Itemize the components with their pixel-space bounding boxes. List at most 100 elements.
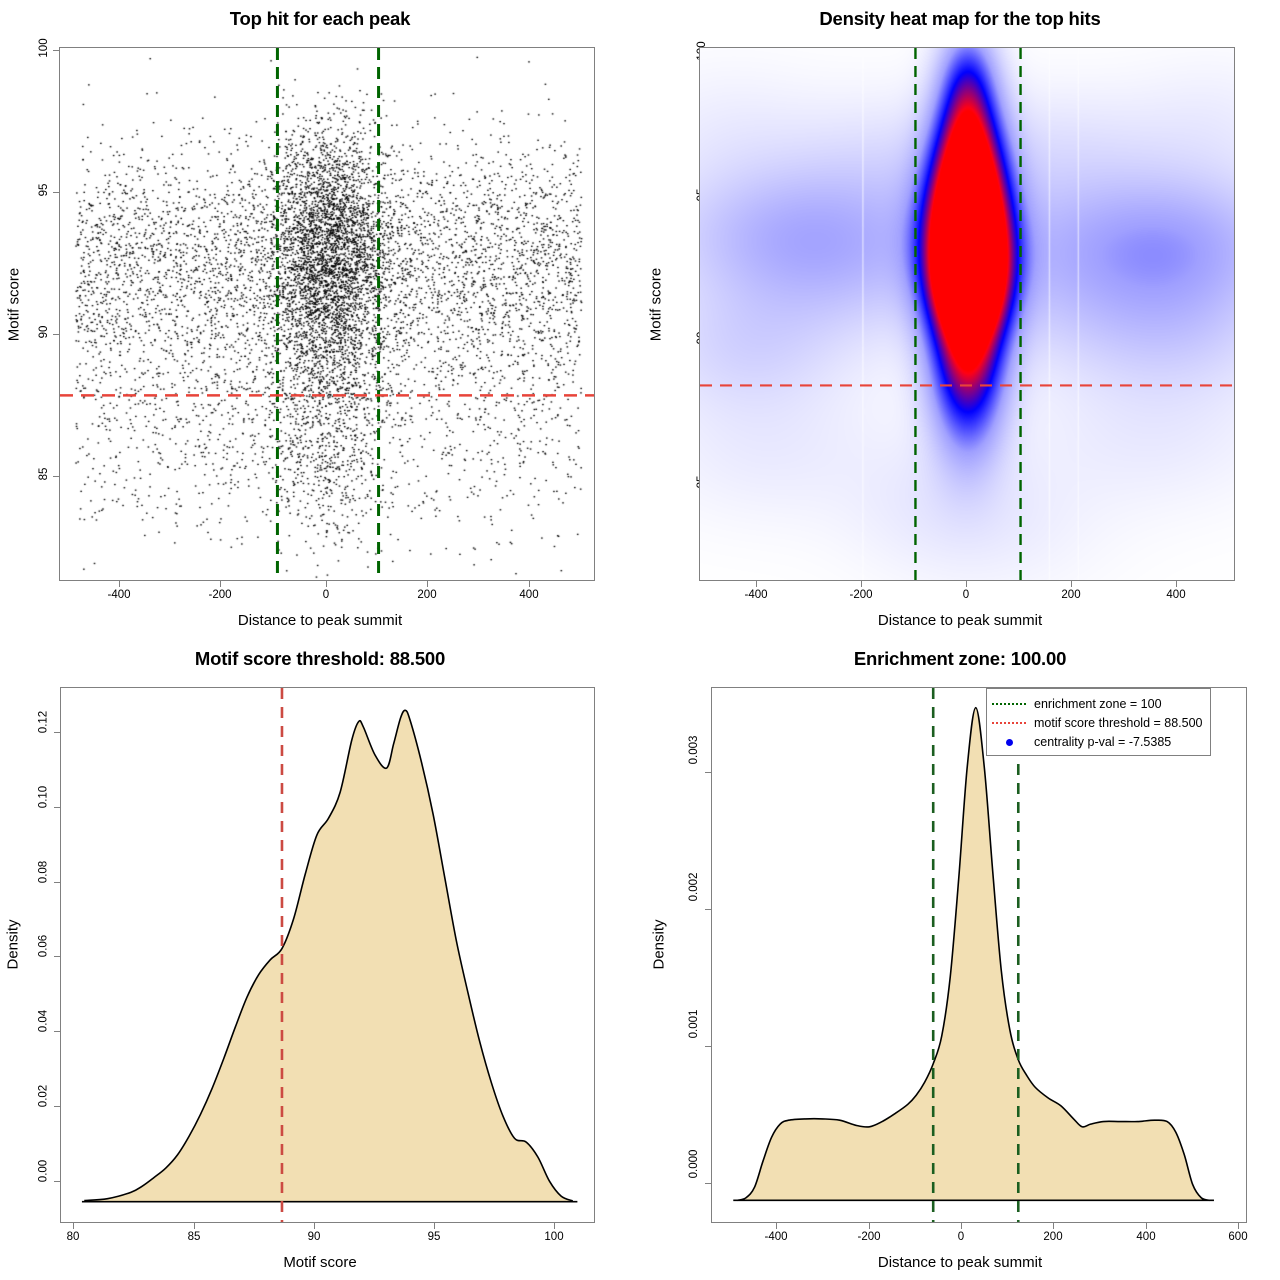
panel-title-top-left: Top hit for each peak [229, 8, 411, 29]
density-fill-area [737, 707, 1210, 1201]
x-tickmark-600-bottom-right [1238, 1223, 1239, 1229]
x-tickmark-90-bottom-left [314, 1223, 315, 1229]
x-tickmark-neg200-top-left [220, 581, 221, 587]
panel-motif-score-density: Motif score threshold: 88.500 Density Mo… [0, 640, 640, 1280]
x-tick-200-top-right: 200 [1061, 589, 1081, 601]
legend-item-centrality-pval: centrality p-val = -7.5385 [992, 732, 1203, 751]
x-tickmark-400-bottom-right [1146, 1223, 1147, 1229]
x-tick-neg200-bottom-right: -200 [857, 1231, 881, 1243]
x-tick-neg400-top-left: -400 [107, 589, 131, 601]
x-tickmark-0-top-left [326, 581, 327, 587]
legend-bottom-right: enrichment zone = 100 motif score thresh… [986, 688, 1211, 756]
x-tick-neg200-top-right: -200 [849, 589, 873, 601]
y-tick-012-bottom-left: 0.12 [37, 710, 49, 734]
scatter-points-layer [60, 48, 594, 580]
y-tick-006-bottom-left: 0.06 [37, 934, 49, 958]
plot-area-bottom-left [60, 687, 595, 1223]
x-tickmark-0-top-right [966, 581, 967, 587]
y-tickmark-012-bottom-left [54, 732, 60, 733]
x-tickmark-400-top-right [1176, 581, 1177, 587]
reference-lines-top-left [60, 48, 594, 580]
y-tickmark-006-bottom-left [54, 956, 60, 957]
y-axis-label-top-right: Motif score [647, 267, 665, 342]
reference-lines-top-right [700, 48, 1234, 580]
y-tick-0003-bottom-right: 0.003 [688, 735, 700, 765]
legend-label-motif-threshold: motif score threshold = 88.500 [1034, 715, 1203, 730]
x-tickmark-neg400-top-right [756, 581, 757, 587]
x-tick-80-bottom-left: 80 [66, 1231, 80, 1243]
panel-title-bottom-right: Enrichment zone: 100.00 [853, 648, 1067, 669]
x-axis-label-top-left: Distance to peak summit [237, 612, 403, 629]
x-tick-0-bottom-right: 0 [957, 1231, 965, 1243]
plot-area-bottom-right: enrichment zone = 100 motif score thresh… [711, 687, 1247, 1223]
panel-top-hit-scatter: Top hit for each peak Motif score Distan… [0, 0, 640, 640]
x-tickmark-100-bottom-left [554, 1223, 555, 1229]
density-curve-bottom-left [81, 688, 578, 1222]
legend-label-enrichment-zone: enrichment zone = 100 [1034, 696, 1162, 711]
y-tick-008-bottom-left: 0.08 [37, 860, 49, 884]
x-axis-label-top-right: Distance to peak summit [877, 612, 1043, 629]
x-tick-85-bottom-left: 85 [187, 1231, 201, 1243]
x-tick-400-top-left: 400 [519, 589, 539, 601]
panel-enrichment-zone-density: Enrichment zone: 100.00 Density Distance… [640, 640, 1280, 1280]
x-tickmark-200-top-left [427, 581, 428, 587]
density-curve-line [737, 706, 1210, 1202]
y-tickmark-90-top-left [53, 334, 59, 335]
x-tick-95-bottom-left: 95 [427, 1231, 441, 1243]
x-tickmark-85-bottom-left [194, 1223, 195, 1229]
x-tickmark-95-bottom-left [434, 1223, 435, 1229]
y-tick-0000-bottom-right: 0.000 [688, 1149, 700, 1179]
y-axis-label-bottom-left: Density [4, 919, 22, 970]
y-tickmark-95-top-left [53, 192, 59, 193]
x-tick-200-bottom-right: 200 [1043, 1231, 1063, 1243]
plot-area-top-left [59, 47, 595, 581]
y-tick-85-top-left: 85 [38, 467, 50, 481]
x-tickmark-neg200-bottom-right [869, 1223, 870, 1229]
y-tick-004-bottom-left: 0.04 [37, 1009, 49, 1033]
panel-density-heatmap: Density heat map for the top hits Motif … [640, 0, 1280, 640]
legend-key-enrichment-zone-icon [992, 698, 1026, 710]
y-tick-0002-bottom-right: 0.002 [688, 872, 700, 902]
legend-label-centrality-pval: centrality p-val = -7.5385 [1034, 734, 1172, 749]
panel-title-bottom-left: Motif score threshold: 88.500 [194, 648, 446, 669]
x-tickmark-400-top-left [529, 581, 530, 587]
y-tickmark-008-bottom-left [54, 882, 60, 883]
y-tick-95-top-left: 95 [38, 183, 50, 197]
legend-key-centrality-point-icon [992, 736, 1026, 748]
y-tick-002-bottom-left: 0.02 [37, 1084, 49, 1108]
x-tick-200-top-left: 200 [417, 589, 437, 601]
y-tickmark-010-bottom-left [54, 807, 60, 808]
y-axis-label-top-left: Motif score [5, 267, 23, 342]
x-tick-600-bottom-right: 600 [1228, 1231, 1248, 1243]
x-tick-neg400-bottom-right: -400 [764, 1231, 788, 1243]
y-tickmark-85-top-left [53, 476, 59, 477]
y-tickmark-0001-bottom-right [705, 1046, 711, 1047]
x-tick-neg200-top-left: -200 [208, 589, 232, 601]
legend-item-motif-threshold: motif score threshold = 88.500 [992, 713, 1203, 732]
y-tickmark-000-bottom-left [54, 1181, 60, 1182]
y-tickmark-004-bottom-left [54, 1031, 60, 1032]
x-tick-0-top-right: 0 [962, 589, 970, 601]
x-tick-400-bottom-right: 400 [1136, 1231, 1156, 1243]
x-tickmark-neg200-top-right [861, 581, 862, 587]
x-tick-400-top-right: 400 [1166, 589, 1186, 601]
x-axis-label-bottom-right: Distance to peak summit [877, 1254, 1043, 1271]
x-tickmark-0-bottom-right [961, 1223, 962, 1229]
x-tick-90-bottom-left: 90 [307, 1231, 321, 1243]
legend-key-motif-threshold-icon [992, 717, 1026, 729]
density-curve-bottom-right [733, 688, 1214, 1222]
y-tick-100-top-left: 100 [38, 38, 50, 58]
x-tick-neg400-top-right: -400 [744, 589, 768, 601]
y-tickmark-002-bottom-left [54, 1106, 60, 1107]
x-tick-100-bottom-left: 100 [544, 1231, 564, 1243]
x-tickmark-200-bottom-right [1053, 1223, 1054, 1229]
legend-item-enrichment-zone: enrichment zone = 100 [992, 694, 1203, 713]
plot-area-top-right [699, 47, 1235, 581]
x-tickmark-80-bottom-left [73, 1223, 74, 1229]
x-tickmark-neg400-bottom-right [776, 1223, 777, 1229]
y-tick-90-top-left: 90 [38, 325, 50, 339]
panel-title-top-right: Density heat map for the top hits [819, 8, 1101, 29]
y-tickmark-100-top-left [53, 50, 59, 51]
y-tick-010-bottom-left: 0.10 [37, 785, 49, 809]
